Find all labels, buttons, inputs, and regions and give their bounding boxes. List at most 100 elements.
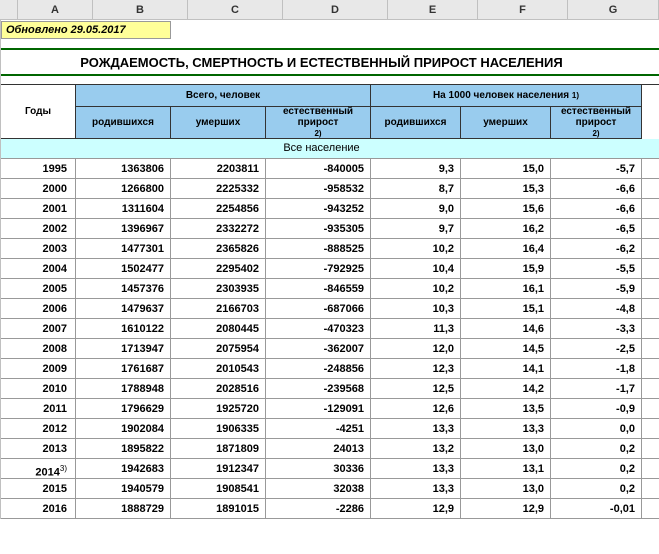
col-header-C[interactable]: C xyxy=(188,0,283,19)
cell-died[interactable]: 2028516 xyxy=(171,379,266,398)
cell-died[interactable]: 2303935 xyxy=(171,279,266,298)
cell-year[interactable]: 2007 xyxy=(1,319,76,338)
cell-died-rate[interactable]: 14,5 xyxy=(461,339,551,358)
cell-died[interactable]: 1906335 xyxy=(171,419,266,438)
cell-natural-rate[interactable]: -5,5 xyxy=(551,259,642,278)
cell-natural-rate[interactable]: -4,8 xyxy=(551,299,642,318)
cell-born-rate[interactable]: 12,5 xyxy=(371,379,461,398)
cell-born-rate[interactable]: 13,3 xyxy=(371,479,461,498)
cell-born[interactable]: 1902084 xyxy=(76,419,171,438)
cell-born-rate[interactable]: 10,2 xyxy=(371,279,461,298)
col-header-F[interactable]: F xyxy=(478,0,568,19)
cell-born-rate[interactable]: 12,6 xyxy=(371,399,461,418)
header-years[interactable]: Годы xyxy=(1,85,76,139)
cell-born[interactable]: 1761687 xyxy=(76,359,171,378)
cell-natural-rate[interactable]: 0,2 xyxy=(551,439,642,458)
cell-died[interactable]: 2203811 xyxy=(171,159,266,178)
cell-year[interactable]: 2005 xyxy=(1,279,76,298)
header-natural-1[interactable]: естественный прирост2) xyxy=(266,107,371,138)
section-label[interactable]: Все население xyxy=(1,139,642,158)
cell-born-rate[interactable]: 13,2 xyxy=(371,439,461,458)
cell-died[interactable]: 1871809 xyxy=(171,439,266,458)
cell-year[interactable]: 2004 xyxy=(1,259,76,278)
cell-year[interactable]: 2013 xyxy=(1,439,76,458)
cell-born[interactable]: 1713947 xyxy=(76,339,171,358)
updated-label[interactable]: Обновлено 29.05.2017 xyxy=(1,21,171,39)
cell-born-rate[interactable]: 13,3 xyxy=(371,459,461,478)
cell-died-rate[interactable]: 15,6 xyxy=(461,199,551,218)
cell-born[interactable]: 1796629 xyxy=(76,399,171,418)
cell-natural[interactable]: 32038 xyxy=(266,479,371,498)
cell-died[interactable]: 1912347 xyxy=(171,459,266,478)
cell-died-rate[interactable]: 16,4 xyxy=(461,239,551,258)
cell-natural-rate[interactable]: 0,0 xyxy=(551,419,642,438)
cell-natural-rate[interactable]: -6,2 xyxy=(551,239,642,258)
cell-natural-rate[interactable]: -2,5 xyxy=(551,339,642,358)
cell-natural[interactable]: -248856 xyxy=(266,359,371,378)
cell-died[interactable]: 1925720 xyxy=(171,399,266,418)
cell-year[interactable]: 20143) xyxy=(1,459,76,478)
cell-born-rate[interactable]: 11,3 xyxy=(371,319,461,338)
cell-year[interactable]: 2016 xyxy=(1,499,76,518)
header-per1000[interactable]: На 1000 человек населения 1) xyxy=(371,85,642,107)
cell-born[interactable]: 1888729 xyxy=(76,499,171,518)
cell-born-rate[interactable]: 10,3 xyxy=(371,299,461,318)
cell-born-rate[interactable]: 9,0 xyxy=(371,199,461,218)
cell-died-rate[interactable]: 16,1 xyxy=(461,279,551,298)
cell-born[interactable]: 1940579 xyxy=(76,479,171,498)
cell-year[interactable]: 2006 xyxy=(1,299,76,318)
cell-born[interactable]: 1610122 xyxy=(76,319,171,338)
cell-natural[interactable]: -362007 xyxy=(266,339,371,358)
cell-died[interactable]: 2295402 xyxy=(171,259,266,278)
cell-year[interactable]: 2011 xyxy=(1,399,76,418)
cell-natural[interactable]: -687066 xyxy=(266,299,371,318)
cell-natural[interactable]: -792925 xyxy=(266,259,371,278)
header-born-2[interactable]: родившихся xyxy=(371,107,461,138)
cell-died[interactable]: 2010543 xyxy=(171,359,266,378)
cell-died[interactable]: 2332272 xyxy=(171,219,266,238)
header-natural-2[interactable]: естественный прирост2) xyxy=(551,107,642,138)
cell-natural-rate[interactable]: -5,7 xyxy=(551,159,642,178)
cell-natural[interactable]: 30336 xyxy=(266,459,371,478)
cell-died-rate[interactable]: 12,9 xyxy=(461,499,551,518)
cell-died-rate[interactable]: 13,0 xyxy=(461,479,551,498)
cell-born[interactable]: 1788948 xyxy=(76,379,171,398)
cell-natural-rate[interactable]: -5,9 xyxy=(551,279,642,298)
cell-born[interactable]: 1363806 xyxy=(76,159,171,178)
cell-born-rate[interactable]: 8,7 xyxy=(371,179,461,198)
cell-died-rate[interactable]: 13,3 xyxy=(461,419,551,438)
cell-natural[interactable]: -2286 xyxy=(266,499,371,518)
cell-died-rate[interactable]: 14,2 xyxy=(461,379,551,398)
cell-died[interactable]: 1908541 xyxy=(171,479,266,498)
cell-natural-rate[interactable]: -6,6 xyxy=(551,199,642,218)
cell-natural-rate[interactable]: -6,6 xyxy=(551,179,642,198)
cell-born[interactable]: 1311604 xyxy=(76,199,171,218)
cell-year[interactable]: 2015 xyxy=(1,479,76,498)
cell-year[interactable]: 2008 xyxy=(1,339,76,358)
cell-born[interactable]: 1895822 xyxy=(76,439,171,458)
cell-died-rate[interactable]: 16,2 xyxy=(461,219,551,238)
cell-year[interactable]: 2001 xyxy=(1,199,76,218)
cell-born-rate[interactable]: 10,2 xyxy=(371,239,461,258)
cell-natural[interactable]: -888525 xyxy=(266,239,371,258)
col-header-G[interactable]: G xyxy=(568,0,659,19)
cell-natural-rate[interactable]: -0,01 xyxy=(551,499,642,518)
col-header-B[interactable]: B xyxy=(93,0,188,19)
col-header-D[interactable]: D xyxy=(283,0,388,19)
cell-born-rate[interactable]: 9,3 xyxy=(371,159,461,178)
cell-born[interactable]: 1266800 xyxy=(76,179,171,198)
cell-natural-rate[interactable]: -0,9 xyxy=(551,399,642,418)
header-total[interactable]: Всего, человек xyxy=(76,85,371,107)
cell-born[interactable]: 1479637 xyxy=(76,299,171,318)
cell-natural-rate[interactable]: 0,2 xyxy=(551,479,642,498)
cell-year[interactable]: 2000 xyxy=(1,179,76,198)
cell-died[interactable]: 2254856 xyxy=(171,199,266,218)
cell-year[interactable]: 2010 xyxy=(1,379,76,398)
cell-born[interactable]: 1457376 xyxy=(76,279,171,298)
cell-year[interactable]: 1995 xyxy=(1,159,76,178)
cell-died-rate[interactable]: 15,3 xyxy=(461,179,551,198)
cell-natural[interactable]: -958532 xyxy=(266,179,371,198)
col-header-E[interactable]: E xyxy=(388,0,478,19)
cell-year[interactable]: 2003 xyxy=(1,239,76,258)
col-header-A[interactable]: A xyxy=(18,0,93,19)
